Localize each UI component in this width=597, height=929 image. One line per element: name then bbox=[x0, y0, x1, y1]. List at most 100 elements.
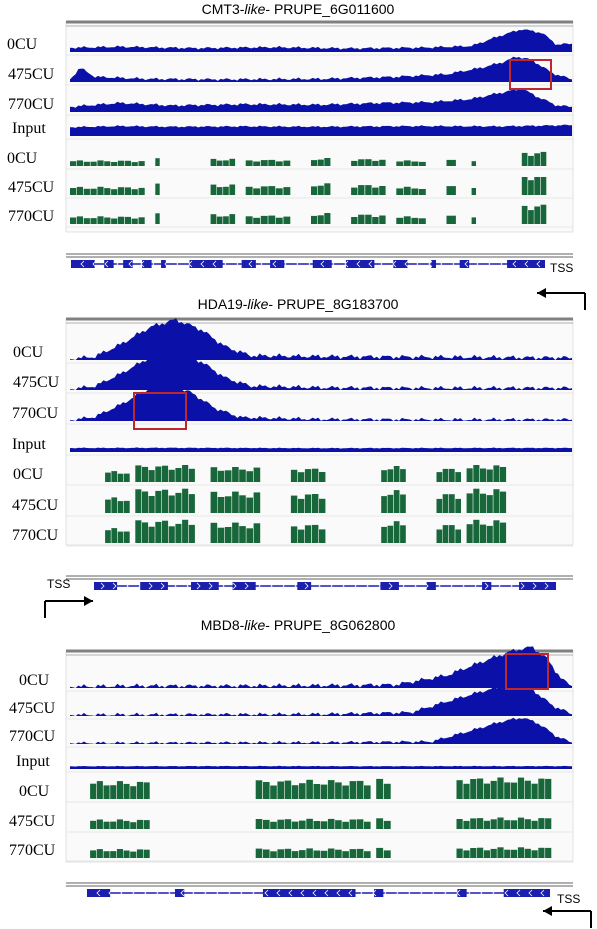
methylation-track bbox=[138, 161, 145, 166]
methylation-track bbox=[111, 528, 118, 543]
methylation-track bbox=[351, 160, 358, 166]
methylation-track bbox=[283, 160, 291, 166]
methylation-track bbox=[291, 851, 299, 858]
methylation-track bbox=[517, 847, 525, 858]
highlight-box bbox=[509, 59, 552, 90]
methylation-track bbox=[540, 177, 547, 195]
gene-strand-chevron bbox=[224, 260, 229, 268]
methylation-track bbox=[182, 519, 189, 543]
methylation-track bbox=[117, 187, 125, 195]
gene-strand-chevron bbox=[536, 260, 541, 268]
gene-strand-chevron bbox=[272, 260, 277, 268]
gene-exon bbox=[380, 582, 399, 590]
methylation-track bbox=[175, 492, 182, 513]
track-label: 475CU bbox=[8, 179, 55, 196]
methylation-track bbox=[393, 490, 400, 513]
gene-strand-chevron bbox=[120, 889, 125, 897]
methylation-track bbox=[210, 214, 217, 224]
methylation-track bbox=[291, 821, 299, 829]
methylation-track bbox=[143, 820, 150, 829]
methylation-track bbox=[493, 489, 500, 513]
gene-strand-chevron bbox=[168, 889, 173, 897]
methylation-track bbox=[524, 780, 531, 799]
methylation-track bbox=[90, 161, 97, 166]
gene-strand-chevron bbox=[388, 582, 393, 590]
methylation-track bbox=[155, 158, 160, 166]
track-label: Input bbox=[12, 120, 46, 137]
methylation-track bbox=[306, 848, 313, 858]
methylation-track bbox=[449, 494, 455, 513]
methylation-track bbox=[216, 216, 223, 224]
gene-strand-chevron bbox=[436, 582, 441, 590]
track-label: Input bbox=[12, 436, 46, 453]
gene-strand-chevron bbox=[248, 260, 253, 268]
methylation-track bbox=[383, 820, 391, 829]
gene-exon bbox=[262, 889, 356, 897]
gene-strand-chevron bbox=[420, 889, 425, 897]
track-label: 770CU bbox=[8, 96, 55, 113]
gene-strand-chevron bbox=[468, 889, 473, 897]
gene-strand-chevron bbox=[208, 582, 213, 590]
methylation-track bbox=[135, 489, 142, 513]
gene-strand-chevron bbox=[100, 582, 105, 590]
methylation-track bbox=[365, 159, 372, 166]
gene-strand-chevron bbox=[480, 889, 485, 897]
methylation-track bbox=[471, 217, 476, 224]
methylation-track bbox=[143, 849, 150, 858]
methylation-track bbox=[364, 785, 371, 799]
methylation-track bbox=[105, 499, 111, 513]
methylation-track bbox=[387, 525, 394, 543]
methylation-track bbox=[306, 818, 313, 829]
methylation-track bbox=[480, 524, 487, 543]
methylation-track bbox=[182, 465, 189, 482]
methylation-track bbox=[223, 186, 229, 195]
gene-exon bbox=[142, 260, 152, 268]
methylation-track bbox=[403, 160, 411, 166]
methylation-track bbox=[255, 848, 263, 858]
methylation-track bbox=[483, 850, 490, 858]
methylation-track bbox=[393, 466, 400, 482]
methylation-track bbox=[232, 522, 239, 543]
panel-title: HDA19-like- PRUPE_8G183700 bbox=[198, 296, 399, 312]
methylation-track bbox=[96, 849, 103, 858]
methylation-track bbox=[245, 216, 253, 224]
gene-strand-chevron bbox=[192, 889, 197, 897]
methylation-track bbox=[175, 468, 182, 482]
methylation-track bbox=[188, 468, 195, 482]
methylation-track bbox=[245, 186, 253, 195]
methylation-track bbox=[538, 818, 545, 829]
methylation-track bbox=[400, 469, 406, 482]
methylation-track bbox=[124, 531, 130, 543]
methylation-track bbox=[224, 496, 232, 513]
methylation-track bbox=[463, 850, 470, 858]
gene-strand-chevron bbox=[252, 889, 257, 897]
gene-strand-chevron bbox=[492, 889, 497, 897]
gene-strand-chevron bbox=[324, 889, 329, 897]
methylation-track bbox=[313, 850, 321, 858]
methylation-track bbox=[455, 498, 461, 513]
methylation-track bbox=[365, 214, 372, 224]
methylation-track bbox=[312, 494, 319, 513]
signal-track bbox=[70, 447, 572, 452]
methylation-track bbox=[463, 820, 470, 829]
methylation-track bbox=[372, 160, 379, 166]
tss-label: TSS bbox=[550, 261, 573, 275]
gene-strand-chevron bbox=[464, 260, 469, 268]
methylation-track bbox=[255, 780, 263, 799]
methylation-track bbox=[210, 491, 218, 513]
gene-exon bbox=[507, 260, 545, 268]
methylation-track bbox=[260, 160, 268, 166]
gene-strand-chevron bbox=[416, 260, 421, 268]
methylation-track bbox=[135, 520, 142, 543]
track-label: 770CU bbox=[9, 728, 56, 745]
gene-strand-chevron bbox=[428, 260, 433, 268]
methylation-track bbox=[162, 489, 169, 513]
gene-strand-chevron bbox=[204, 889, 209, 897]
methylation-track bbox=[111, 162, 118, 166]
methylation-track bbox=[364, 851, 371, 858]
signal-track bbox=[70, 124, 572, 136]
methylation-track bbox=[480, 493, 487, 513]
signal-track bbox=[70, 646, 572, 688]
methylation-track bbox=[480, 468, 487, 482]
methylation-track bbox=[123, 783, 130, 799]
